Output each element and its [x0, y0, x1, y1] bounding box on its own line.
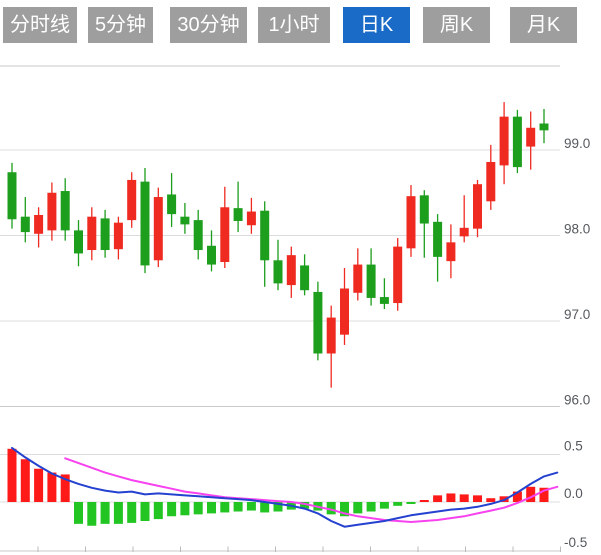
- macd-axis-label: 0.0: [564, 486, 583, 501]
- tab-30min[interactable]: 30分钟: [170, 7, 247, 43]
- tab-daily-k[interactable]: 日K: [343, 7, 410, 43]
- price-axis-label: 97.0: [564, 307, 590, 322]
- axis-labels: 99.0 98.0 97.0 96.0 0.5 0.0 -0.5: [564, 136, 590, 550]
- grid-lines: [0, 65, 561, 552]
- period-tabbar: 分时线 5分钟 30分钟 1小时 日K 周K 月K: [0, 0, 601, 50]
- price-axis-label: 98.0: [564, 222, 590, 237]
- macd-axis-label: -0.5: [564, 535, 587, 550]
- tab-5min[interactable]: 5分钟: [88, 7, 153, 43]
- macd-axis-label: 0.5: [564, 439, 583, 454]
- tab-fenshi[interactable]: 分时线: [3, 7, 77, 43]
- tab-1hour[interactable]: 1小时: [258, 7, 330, 43]
- price-axis-label: 96.0: [564, 393, 590, 408]
- price-axis-label: 99.0: [564, 136, 590, 151]
- tab-monthly-k[interactable]: 月K: [510, 7, 577, 43]
- tab-weekly-k[interactable]: 周K: [423, 7, 490, 43]
- candles: [7, 102, 549, 388]
- macd-panel: [7, 446, 559, 528]
